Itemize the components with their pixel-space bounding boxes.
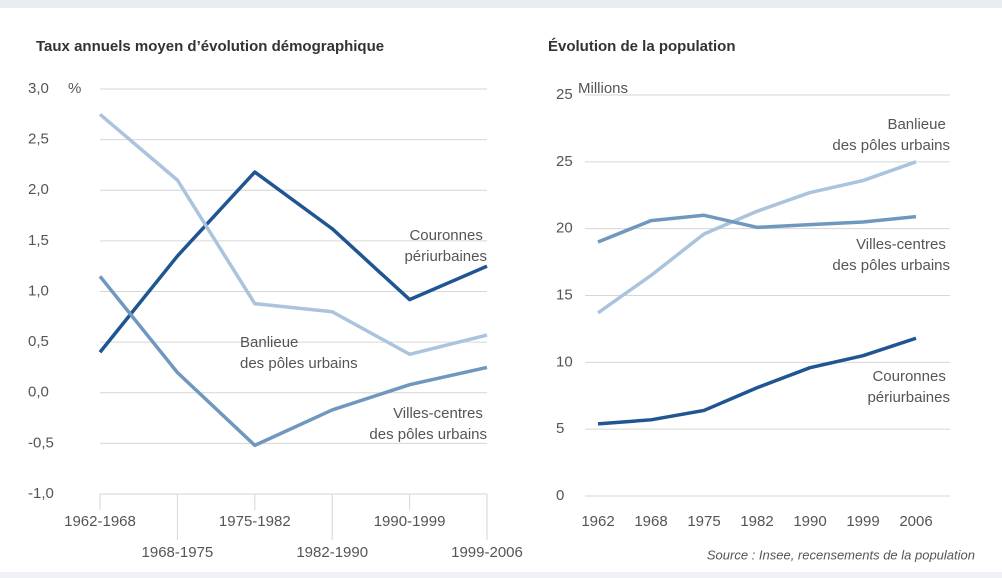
series-line [98, 275, 488, 448]
series-line [98, 170, 488, 354]
y-tick-label: 10 [556, 353, 573, 370]
x-tick-label: 1990-1999 [374, 513, 446, 530]
chart-title: Taux annuels moyen d’évolution démograph… [36, 38, 384, 55]
x-tick-label: 2006 [899, 513, 932, 530]
x-tick-label: 1999-2006 [451, 544, 523, 561]
bottom-band [0, 572, 1002, 578]
y-tick-label: 5 [556, 420, 564, 437]
y-tick-label: 2,5 [28, 131, 49, 148]
x-tick-label: 1982 [740, 513, 773, 530]
y-tick-label: 15 [556, 286, 573, 303]
y-tick-label: 20 [556, 220, 573, 237]
source: Source : Insee, recensements de la popul… [707, 547, 975, 562]
series-label: Couronnes périurbaines [404, 227, 487, 265]
series-line [98, 112, 488, 357]
series-label: Banlieue des pôles urbains [832, 116, 950, 154]
y-unit: % [68, 80, 81, 97]
x-tick-label: 1999 [846, 513, 879, 530]
y-tick-label: 3,0 [28, 80, 49, 97]
x-tick-label: 1968-1975 [142, 544, 214, 561]
y-tick-label: 25 [556, 153, 573, 170]
y-tick-label: -0,5 [28, 434, 54, 451]
series-label: Couronnes périurbaines [867, 368, 950, 406]
x-tick-label: 1962-1968 [64, 513, 136, 530]
series-line [597, 336, 917, 426]
series-line [597, 213, 917, 244]
y-tick-label: -1,0 [28, 485, 54, 502]
top-band [0, 0, 1002, 8]
y-tick-label: 25 [556, 86, 573, 103]
series-label: Villes-centres des pôles urbains [369, 405, 487, 443]
y-unit: Millions [578, 80, 628, 97]
y-tick-label: 0,5 [28, 333, 49, 350]
y-tick-label: 0,0 [28, 384, 49, 401]
x-tick-label: 1990 [793, 513, 826, 530]
x-tick-label: 1975-1982 [219, 513, 291, 530]
y-tick-label: 1,5 [28, 232, 49, 249]
x-tick-label: 1982-1990 [296, 544, 368, 561]
series-label: Villes-centres des pôles urbains [832, 236, 950, 274]
y-tick-label: 0 [556, 487, 564, 504]
chart-title: Évolution de la population [548, 38, 736, 55]
x-tick-label: 1962 [581, 513, 614, 530]
series-label: Banlieue des pôles urbains [240, 334, 358, 372]
series-line [596, 160, 917, 315]
y-tick-label: 2,0 [28, 181, 49, 198]
x-tick-label: 1968 [634, 513, 667, 530]
y-tick-label: 1,0 [28, 282, 49, 299]
x-tick-label: 1975 [687, 513, 720, 530]
